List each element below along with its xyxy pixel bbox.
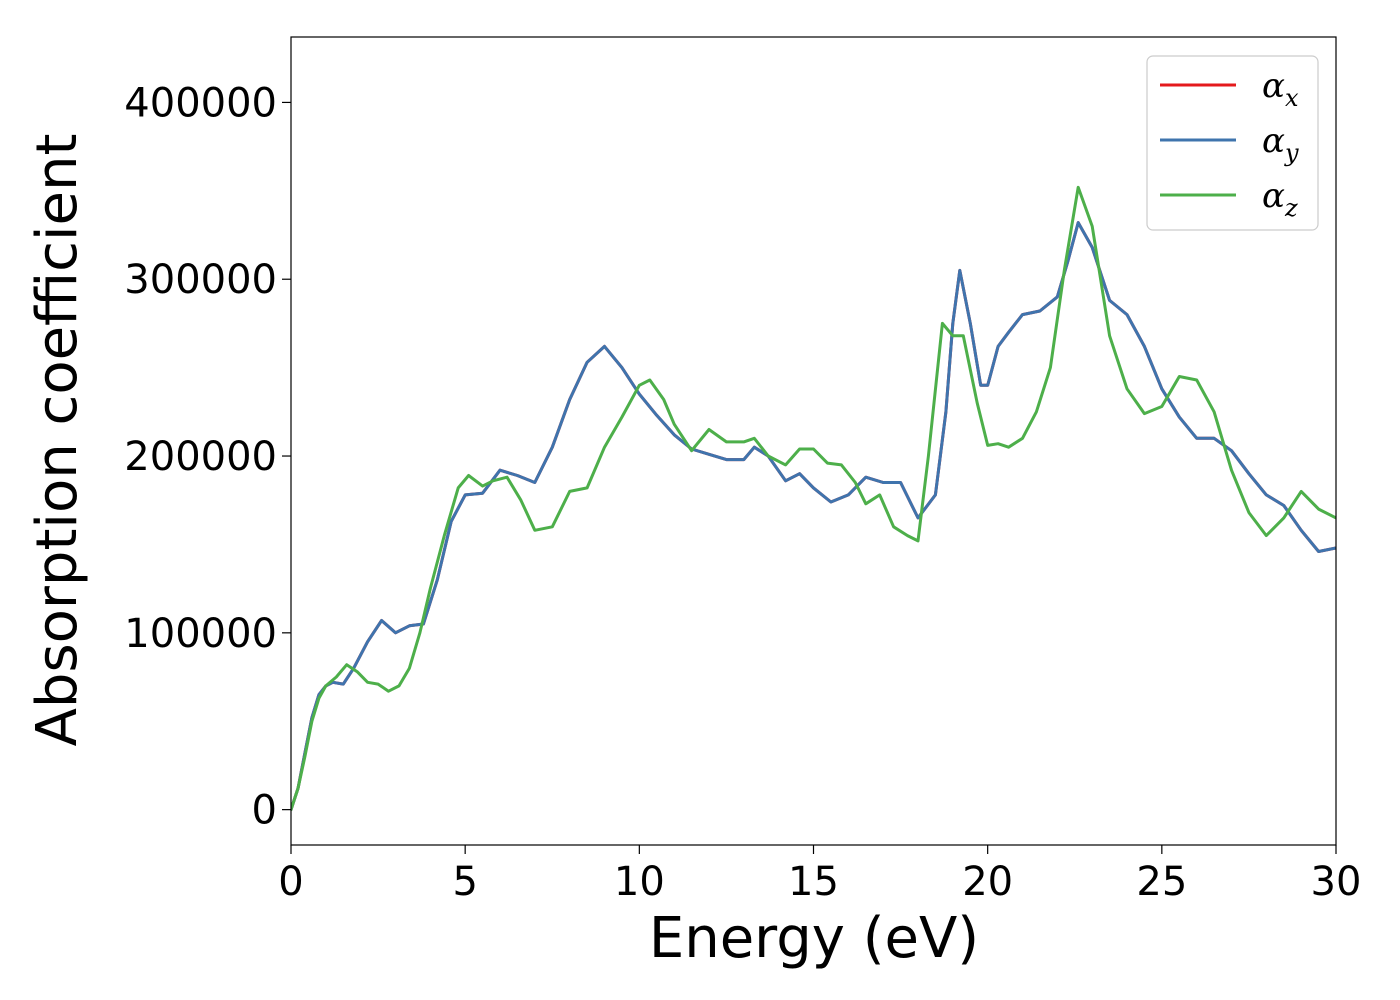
- x-tick-label: 25: [1136, 859, 1187, 905]
- y-tick-label: 300000: [124, 257, 277, 303]
- x-tick-label: 30: [1311, 859, 1362, 905]
- x-tick-label: 0: [278, 859, 303, 905]
- axis-ticks: 0 5 10 15 20 25 30 0 100000 200000 300000 400000: [124, 80, 1361, 905]
- y-tick-label: 100000: [124, 611, 277, 657]
- series-line-y: [291, 221, 1336, 812]
- x-tick-label: 10: [614, 859, 665, 905]
- y-tick-label: 0: [252, 788, 277, 834]
- x-tick-label: 5: [452, 859, 477, 905]
- legend-label-y: αy: [1262, 121, 1299, 167]
- y-tick-label: 400000: [124, 80, 277, 126]
- legend: αx αy αz: [1146, 55, 1319, 231]
- x-tick-label: 15: [788, 859, 839, 905]
- legend-box: [1146, 55, 1319, 231]
- y-tick-label: 200000: [124, 434, 277, 480]
- x-tick-label: 20: [962, 859, 1013, 905]
- legend-label-z: αz: [1262, 176, 1298, 222]
- series-line-z: [291, 185, 1336, 812]
- x-axis-label: Energy (eV): [649, 906, 979, 971]
- series-lines: [291, 185, 1336, 812]
- series-line-x: [291, 221, 1336, 812]
- legend-label-x: αx: [1262, 66, 1299, 112]
- y-axis-label: Absorption coefficient: [25, 134, 90, 747]
